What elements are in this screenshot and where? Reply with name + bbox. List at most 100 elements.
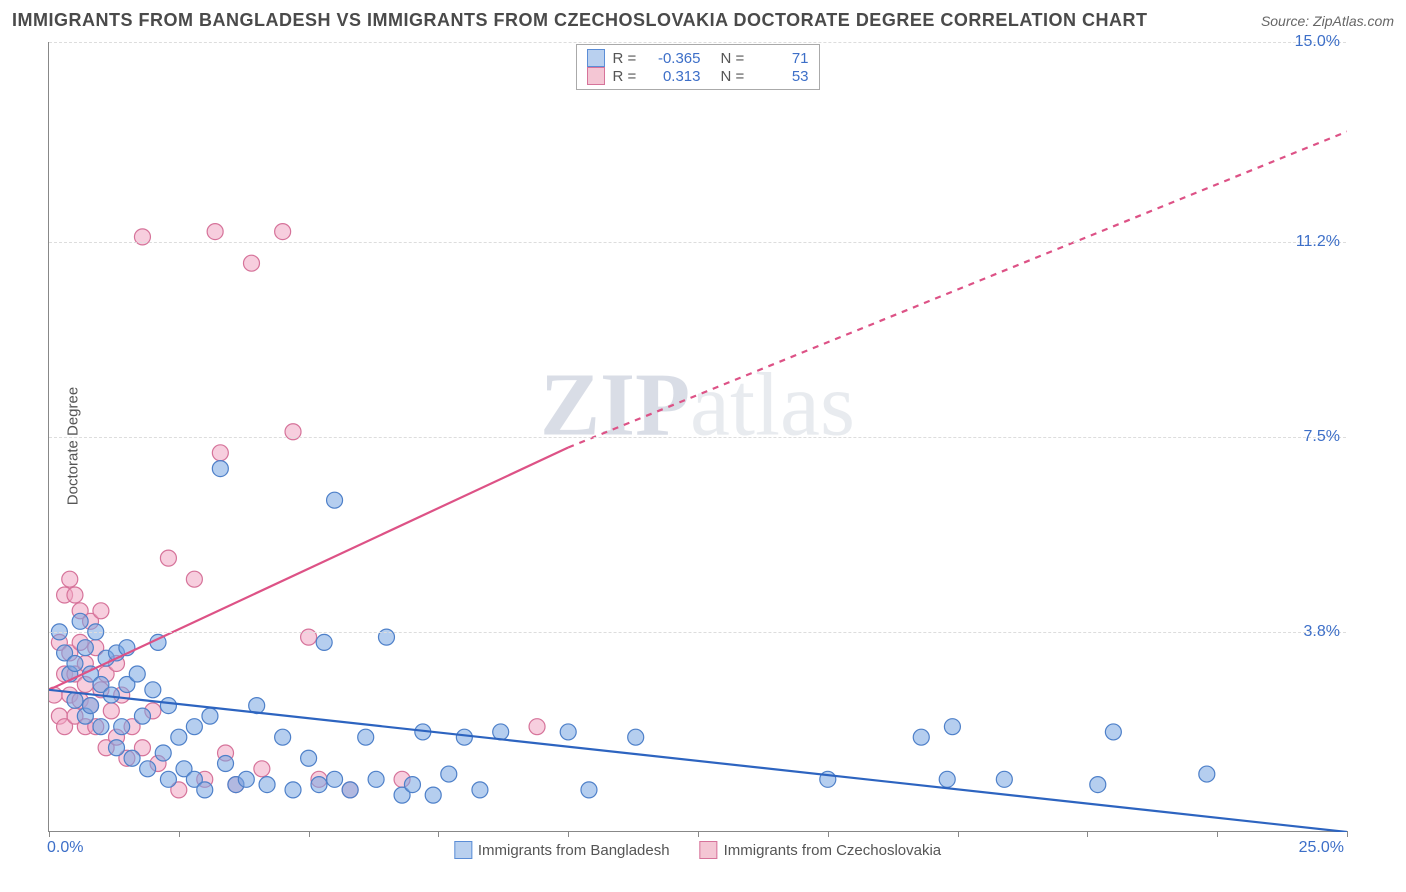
scatter-point-blue [358, 729, 374, 745]
legend-swatch [587, 67, 605, 85]
legend-swatch [700, 841, 718, 859]
scatter-point-blue [944, 719, 960, 735]
title-bar: IMMIGRANTS FROM BANGLADESH VS IMMIGRANTS… [12, 10, 1394, 31]
x-tick-mark [828, 831, 829, 837]
x-tick-max: 25.0% [1299, 839, 1344, 857]
scatter-point-blue [160, 771, 176, 787]
trendline-pink-dash [568, 132, 1347, 448]
scatter-point-blue [145, 682, 161, 698]
legend-swatch [587, 49, 605, 67]
scatter-point-blue [327, 771, 343, 787]
y-tick-label: 3.8% [1304, 623, 1340, 641]
scatter-point-pink [212, 445, 228, 461]
scatter-point-blue [996, 771, 1012, 787]
scatter-point-blue [155, 745, 171, 761]
legend-row: R =0.313N =53 [587, 67, 809, 85]
x-tick-mark [698, 831, 699, 837]
x-tick-mark [179, 831, 180, 837]
scatter-point-blue [114, 719, 130, 735]
scatter-point-blue [628, 729, 644, 745]
scatter-point-blue [311, 777, 327, 793]
scatter-point-blue [327, 492, 343, 508]
legend-R-label: R = [613, 50, 643, 67]
series-legend-item: Immigrants from Bangladesh [454, 841, 670, 859]
legend-R-value: -0.365 [651, 50, 701, 67]
scatter-point-blue [160, 698, 176, 714]
legend-N-value: 71 [759, 50, 809, 67]
y-tick-label: 7.5% [1304, 428, 1340, 446]
plot-area: ZIPatlas R =-0.365N =71R =0.313N =53 0.0… [48, 42, 1346, 832]
scatter-point-pink [243, 255, 259, 271]
trendline-pink [49, 448, 568, 690]
source-label: Source: [1261, 13, 1309, 29]
scatter-point-blue [472, 782, 488, 798]
scatter-point-pink [186, 571, 202, 587]
scatter-point-blue [124, 750, 140, 766]
x-tick-mark [958, 831, 959, 837]
correlation-legend: R =-0.365N =71R =0.313N =53 [576, 44, 820, 90]
x-tick-mark [1347, 831, 1348, 837]
scatter-point-blue [93, 719, 109, 735]
scatter-point-blue [939, 771, 955, 787]
scatter-point-blue [493, 724, 509, 740]
gridline [49, 242, 1346, 243]
legend-N-value: 53 [759, 68, 809, 85]
x-tick-mark [49, 831, 50, 837]
scatter-point-pink [254, 761, 270, 777]
scatter-point-pink [67, 587, 83, 603]
scatter-point-pink [529, 719, 545, 735]
source-credit: Source: ZipAtlas.com [1261, 13, 1394, 29]
scatter-point-blue [67, 655, 83, 671]
gridline [49, 42, 1346, 43]
scatter-point-blue [134, 708, 150, 724]
trendline-blue [49, 690, 1347, 832]
scatter-point-blue [129, 666, 145, 682]
series-legend: Immigrants from Bangladesh Immigrants fro… [454, 841, 941, 859]
x-tick-mark [309, 831, 310, 837]
legend-row: R = -0.365 N = 71 [587, 49, 809, 67]
scatter-point-blue [108, 740, 124, 756]
x-tick-min: 0.0% [47, 839, 83, 857]
x-tick-mark [568, 831, 569, 837]
series-legend-label: Immigrants from Bangladesh [478, 842, 670, 859]
scatter-point-blue [581, 782, 597, 798]
scatter-point-blue [259, 777, 275, 793]
scatter-point-blue [186, 719, 202, 735]
scatter-point-blue [441, 766, 457, 782]
scatter-point-blue [238, 771, 254, 787]
y-tick-label: 15.0% [1295, 33, 1340, 51]
x-tick-mark [1217, 831, 1218, 837]
scatter-point-blue [301, 750, 317, 766]
scatter-point-blue [83, 698, 99, 714]
series-legend-label: Immigrants from Czechoslovakia [724, 842, 942, 859]
scatter-point-blue [425, 787, 441, 803]
scatter-point-blue [171, 729, 187, 745]
legend-R-label: R = [613, 68, 643, 85]
gridline [49, 632, 1346, 633]
legend-N-label: N = [721, 50, 751, 67]
legend-N-label: N = [721, 68, 751, 85]
scatter-point-blue [1199, 766, 1215, 782]
legend-swatch [454, 841, 472, 859]
scatter-point-pink [207, 224, 223, 240]
scatter-point-blue [77, 640, 93, 656]
scatter-point-blue [197, 782, 213, 798]
scatter-point-blue [1105, 724, 1121, 740]
scatter-point-pink [103, 703, 119, 719]
scatter-point-blue [275, 729, 291, 745]
y-tick-label: 11.2% [1296, 233, 1340, 251]
scatter-point-blue [72, 613, 88, 629]
scatter-point-blue [342, 782, 358, 798]
scatter-point-blue [212, 461, 228, 477]
scatter-point-pink [93, 603, 109, 619]
scatter-point-blue [67, 692, 83, 708]
scatter-point-blue [218, 756, 234, 772]
gridline [49, 437, 1346, 438]
scatter-point-blue [404, 777, 420, 793]
scatter-point-blue [913, 729, 929, 745]
series-legend-item: Immigrants from Czechoslovakia [700, 841, 942, 859]
scatter-point-blue [316, 634, 332, 650]
scatter-point-blue [202, 708, 218, 724]
scatter-point-pink [275, 224, 291, 240]
scatter-point-blue [456, 729, 472, 745]
